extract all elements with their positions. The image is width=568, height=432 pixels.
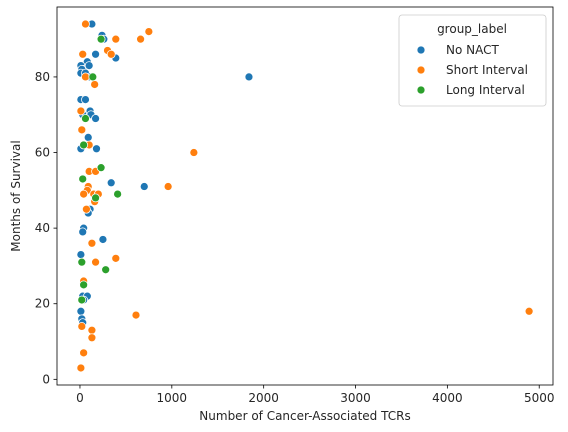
data-point: [81, 95, 90, 104]
data-point: [84, 61, 94, 70]
x-tick-label: 5000: [524, 391, 555, 405]
x-tick-label: 1000: [157, 391, 188, 405]
data-point: [87, 238, 97, 248]
data-point: [79, 280, 89, 290]
data-point: [91, 114, 100, 123]
x-tick-label: 2000: [248, 391, 279, 405]
data-point: [139, 182, 149, 191]
legend: group_label No NACT Short Interval Long In…: [398, 14, 547, 107]
data-point: [81, 19, 90, 29]
data-point: [189, 148, 199, 157]
data-point: [106, 178, 116, 188]
data-point: [79, 189, 89, 199]
legend-title: group_label: [437, 22, 507, 36]
data-point: [77, 295, 87, 305]
data-point: [82, 204, 91, 214]
data-point: [76, 306, 86, 316]
data-point: [79, 140, 89, 150]
x-axis-label: Number of Cancer-Associated TCRs: [199, 409, 410, 423]
data-point: [83, 133, 93, 142]
y-tick-label: 0: [42, 372, 50, 386]
data-point: [131, 310, 141, 320]
data-point: [88, 72, 98, 82]
data-point: [77, 257, 87, 267]
y-axis-label: Months of Survival: [9, 140, 23, 251]
data-point: [244, 72, 254, 82]
data-point: [111, 34, 121, 44]
data-point: [113, 189, 122, 199]
data-point: [96, 163, 106, 173]
data-point: [92, 144, 101, 154]
y-tick-label: 80: [35, 70, 50, 84]
legend-label: No NACT: [446, 43, 499, 57]
data-point: [87, 333, 97, 343]
data-point: [524, 306, 534, 316]
data-point: [79, 348, 89, 358]
data-point: [111, 253, 121, 263]
series-long-interval: [77, 34, 122, 305]
data-point: [81, 114, 90, 123]
data-point: [101, 265, 111, 275]
y-tick-label: 20: [35, 297, 50, 311]
data-point: [77, 322, 87, 331]
data-point: [90, 80, 100, 89]
y-tick-label: 60: [35, 146, 50, 160]
legend-marker: [416, 65, 426, 75]
data-point: [91, 257, 100, 267]
data-point: [91, 49, 100, 59]
legend-label: Long Interval: [446, 83, 525, 97]
data-point: [106, 49, 116, 59]
data-point: [96, 34, 106, 44]
series-no-nact: [76, 19, 254, 328]
chart-marks: [76, 19, 534, 373]
x-tick-label: 0: [76, 391, 84, 405]
legend-label: Short Interval: [446, 63, 528, 77]
x-axis-ticks: 0 1000 2000 3000 4000 5000: [76, 385, 554, 405]
data-point: [76, 250, 86, 259]
data-point: [87, 325, 97, 335]
data-point: [136, 34, 145, 44]
data-point: [78, 174, 88, 184]
data-point: [77, 125, 87, 135]
y-axis-ticks: 0 20 40 60 80: [35, 70, 57, 386]
data-point: [78, 227, 88, 237]
x-tick-label: 4000: [432, 391, 463, 405]
data-point: [78, 49, 88, 59]
data-point: [98, 235, 108, 244]
data-point: [144, 27, 154, 36]
legend-items: No NACT Short Interval Long Interval: [416, 43, 528, 97]
data-point: [76, 106, 86, 116]
legend-box: [398, 14, 547, 107]
data-point: [91, 193, 100, 203]
data-point: [163, 182, 173, 191]
data-point: [81, 72, 90, 82]
legend-marker: [416, 45, 426, 55]
plot-frame: [56, 6, 554, 386]
x-tick-label: 3000: [340, 391, 371, 405]
legend-marker: [416, 85, 426, 95]
data-point: [76, 363, 86, 373]
y-tick-label: 40: [35, 221, 50, 235]
